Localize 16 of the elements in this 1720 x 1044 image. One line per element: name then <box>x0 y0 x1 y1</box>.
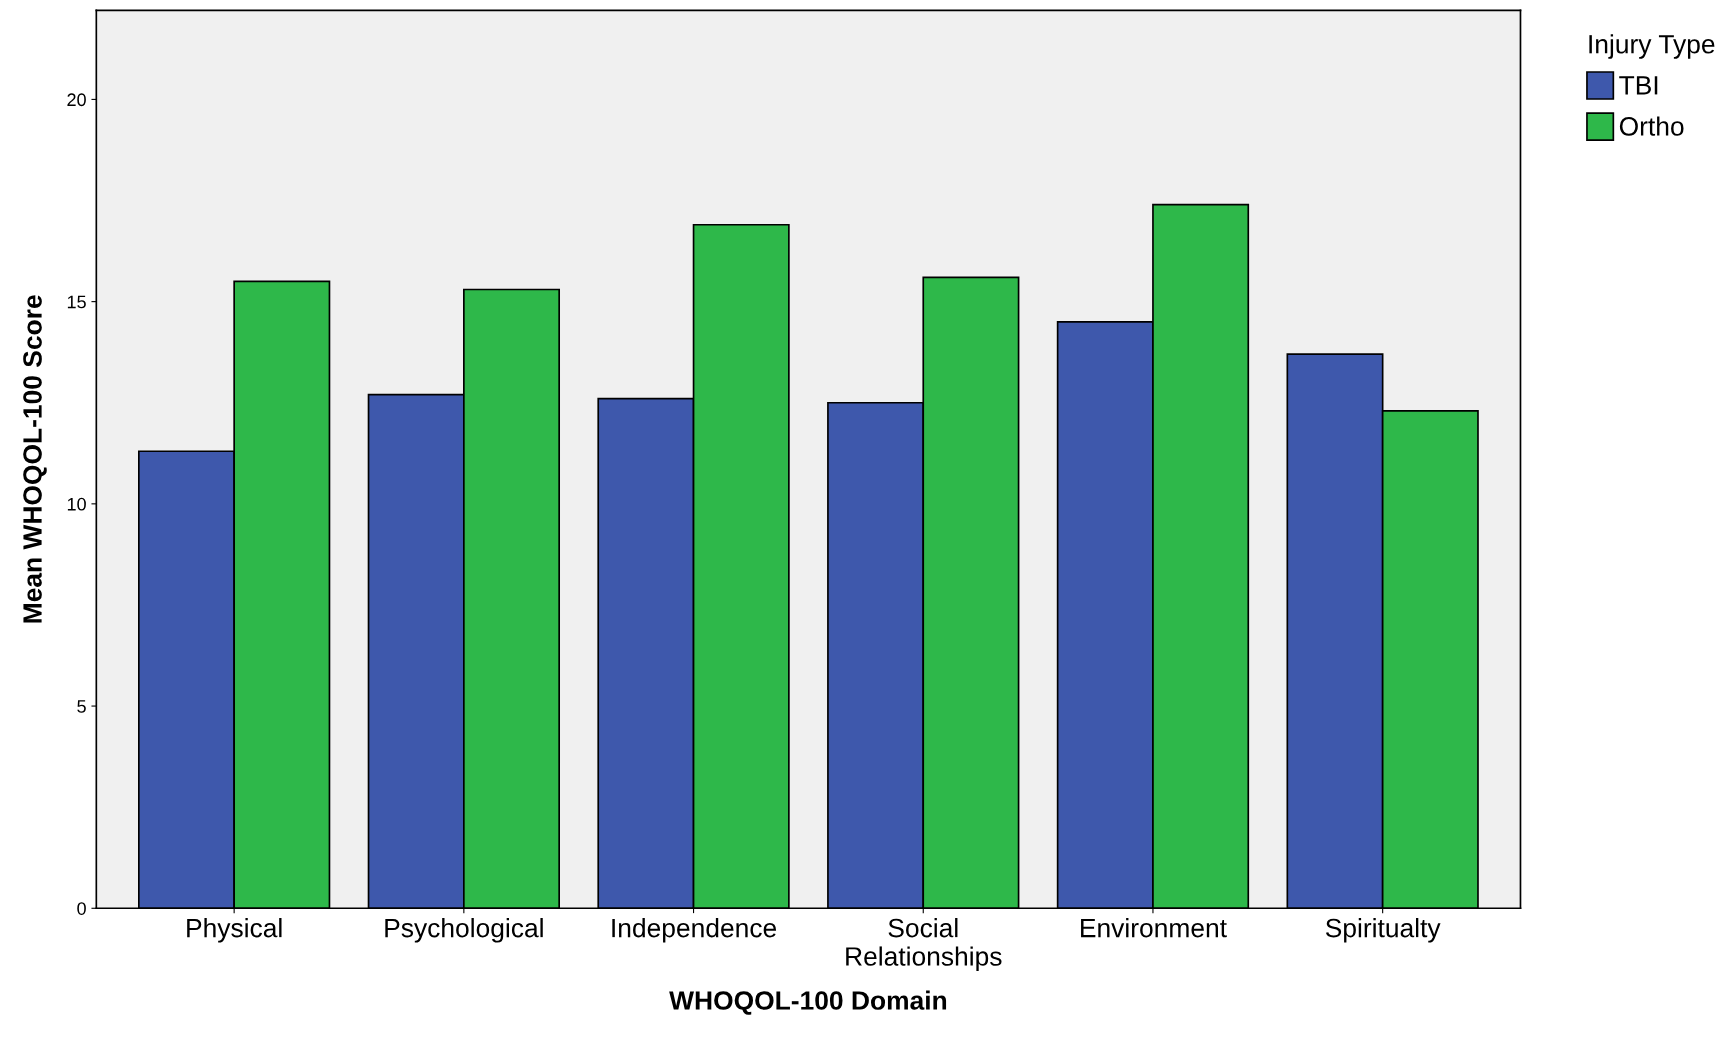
x-tick-label: Environment <box>1081 918 1227 938</box>
y-tick-label: 5 <box>77 700 86 713</box>
legend-title: Injury Type <box>1589 34 1715 59</box>
x-axis-title: WHOQOL-100 Domain <box>669 990 947 1015</box>
legend-label: TBI <box>1619 76 1658 95</box>
x-tick-label: Social Relationships <box>846 918 1002 972</box>
x-tick-label: Physical <box>187 918 282 943</box>
x-tick-label: Spiritualty <box>1325 918 1441 943</box>
y-tick-label: 0 <box>77 902 86 915</box>
y-tick-label: 20 <box>67 93 86 107</box>
y-tick-label: 15 <box>67 295 86 309</box>
y-axis-title: Mean WHOQOL-100 Score <box>23 295 47 623</box>
y-tick-label: 10 <box>67 497 86 511</box>
x-tick-label: Psychological <box>385 918 543 943</box>
x-tick-label: Independence <box>612 918 777 943</box>
legend-label: Ortho <box>1619 116 1684 136</box>
